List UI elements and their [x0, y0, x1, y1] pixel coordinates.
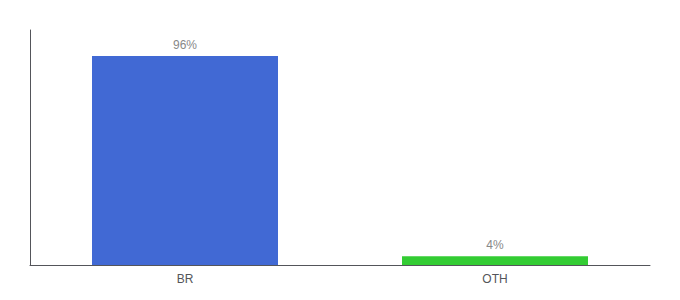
svg-text:OTH: OTH — [482, 272, 507, 286]
svg-text:96%: 96% — [173, 38, 197, 52]
svg-text:4%: 4% — [486, 238, 504, 252]
svg-text:BR: BR — [177, 272, 194, 286]
